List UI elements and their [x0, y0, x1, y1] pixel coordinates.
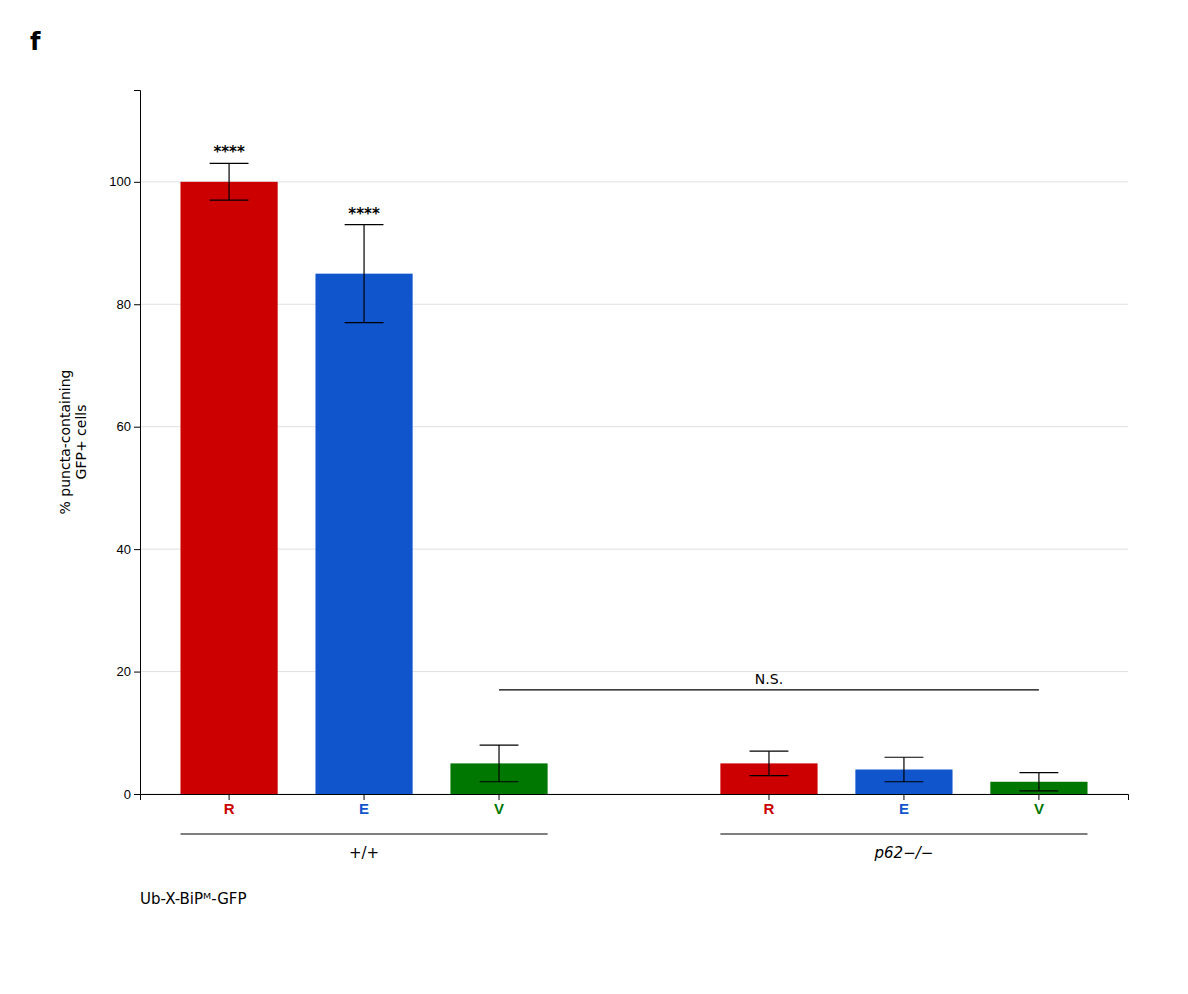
bracket	[499, 689, 1039, 690]
y-tick-mark	[134, 427, 140, 428]
x-axis: REVREV	[141, 794, 1129, 817]
grid-line	[140, 671, 1128, 672]
y-tick: 20	[117, 664, 140, 679]
error-bar	[480, 745, 519, 782]
grid-line	[140, 549, 1128, 550]
error-bar	[1019, 773, 1058, 791]
title: f	[30, 28, 41, 56]
x-tick: V	[1034, 794, 1044, 817]
x-tick: E	[899, 794, 909, 817]
error-stem	[1038, 773, 1039, 791]
x-tick: R	[224, 794, 235, 817]
group-label: +/+	[349, 844, 379, 862]
error-cap	[885, 781, 924, 782]
chart: 0 20 40 60 80 100 R E V R E V % puncta-containingGFP…	[0, 0, 1188, 994]
x-tick-label: R	[224, 800, 235, 817]
grid-line	[140, 181, 1128, 182]
error-cap	[210, 200, 249, 201]
error-stem	[228, 163, 229, 200]
y-tick: 40	[117, 542, 140, 557]
error-cap	[480, 744, 519, 745]
y-tick-mark	[134, 672, 140, 673]
annotation: Ub-X-BiPᴹ-GFP	[140, 890, 247, 908]
y-tick-label: 60	[117, 419, 131, 434]
grid	[140, 182, 1128, 794]
error-bar	[345, 225, 384, 323]
x-tick-label: V	[494, 800, 504, 817]
error-stem	[498, 745, 499, 782]
y-tick: 0	[124, 787, 140, 802]
x-tick: R	[764, 794, 775, 817]
y-tick-label: 0	[124, 787, 131, 802]
y-tick: 100	[109, 174, 140, 189]
group-line	[720, 833, 1087, 834]
significance: ****	[348, 205, 380, 223]
error-cap	[750, 775, 789, 776]
x-tick-label: E	[899, 800, 909, 817]
group-label: p62−/−	[874, 844, 934, 862]
error-cap	[1019, 790, 1058, 791]
y-label-line: GFP+ cells	[73, 405, 89, 480]
error-cap	[1019, 772, 1058, 773]
group-line	[180, 833, 547, 834]
error-stem	[768, 751, 769, 775]
plot: 0 20 40 60 80 100 R E V R E V % puncta-containingGFP…	[57, 91, 1129, 909]
y-tick-label: 100	[109, 174, 131, 189]
significance: ****	[213, 143, 245, 161]
y-axis: 0 20 40 60 80 100	[109, 91, 140, 802]
error-cap	[885, 757, 924, 758]
bar	[180, 182, 277, 794]
x-tick-label: E	[359, 800, 369, 817]
marks	[180, 163, 1087, 794]
x-tick: E	[359, 794, 369, 817]
x-axis-line	[141, 795, 1129, 801]
y-tick: 60	[117, 419, 140, 434]
x-tick: V	[494, 794, 504, 817]
x-tick-label: V	[1034, 800, 1044, 817]
error-bar	[210, 163, 249, 200]
y-tick-mark	[134, 549, 140, 550]
y-tick-mark	[134, 794, 140, 795]
y-label: % puncta-containingGFP+ cells	[57, 370, 90, 515]
error-bar	[750, 751, 789, 775]
grid-line	[140, 304, 1128, 305]
y-tick-label: 40	[117, 542, 131, 557]
y-tick-label: 80	[117, 297, 131, 312]
x-tick-label: R	[764, 800, 775, 817]
y-tick: 80	[117, 297, 140, 312]
y-tick-mark	[134, 182, 140, 183]
y-axis-line	[134, 91, 141, 795]
error-stem	[903, 757, 904, 781]
error-stem	[363, 225, 364, 323]
y-label-line: % puncta-containing	[57, 370, 73, 515]
grid-line	[140, 426, 1128, 427]
error-cap	[345, 224, 384, 225]
error-bar	[885, 757, 924, 781]
error-cap	[480, 781, 519, 782]
bracket-label: N.S.	[755, 671, 783, 687]
y-tick-label: 20	[117, 664, 131, 679]
error-cap	[750, 751, 789, 752]
bar	[315, 274, 412, 794]
y-tick-mark	[134, 304, 140, 305]
error-cap	[210, 163, 249, 164]
error-cap	[345, 322, 384, 323]
